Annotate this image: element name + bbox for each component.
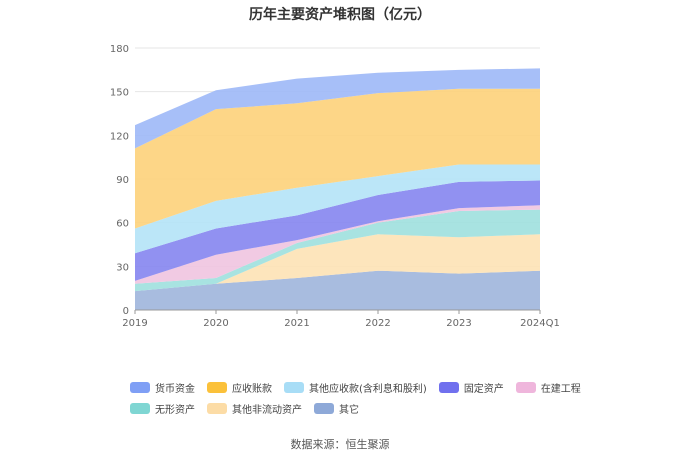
legend-swatch [130, 402, 150, 414]
area-其他非流动资产 [135, 234, 540, 292]
area-其它 [135, 270, 540, 310]
y-tick-label: 0 [123, 306, 129, 317]
legend-swatch [207, 381, 227, 393]
area-其他应收款(含利息和股利) [135, 164, 540, 254]
legend-swatch [130, 381, 150, 393]
x-tick-label: 2020 [203, 318, 228, 329]
legend-label: 其它 [339, 404, 359, 416]
legend-label: 货币资金 [155, 383, 195, 395]
legend-item[interactable]: 其他应收款(含利息和股利) [284, 380, 427, 395]
legend-swatch [438, 381, 459, 393]
legend-label: 应收账款 [232, 383, 272, 395]
legend-label: 其他应收款(含利息和股利) [309, 383, 427, 395]
area-固定资产 [135, 180, 540, 281]
legend-item[interactable]: 其他非流动资产 [207, 401, 302, 416]
legend-item[interactable]: 固定资产 [438, 380, 504, 395]
legend-swatch [207, 402, 227, 414]
x-tick-label: 2024Q1 [520, 318, 560, 329]
area-货币资金 [135, 68, 540, 149]
area-应收账款 [135, 88, 540, 229]
legend-swatch [284, 381, 304, 393]
y-tick-label: 150 [110, 88, 129, 99]
legend-item[interactable]: 无形资产 [130, 401, 195, 416]
chart-legend: 货币资金 应收账款 其他应收款(含利息和股利) 固定资产 在建工程 无形资产 其他非流动资… [130, 378, 581, 420]
x-tick-label: 2022 [365, 318, 390, 329]
y-tick-label: 90 [116, 175, 129, 186]
x-tick-label: 2021 [284, 318, 309, 329]
area-series [135, 68, 540, 310]
legend-row: 无形资产 其他非流动资产 其它 [130, 399, 570, 417]
legend-item[interactable]: 货币资金 [130, 380, 195, 395]
area-无形资产 [135, 209, 540, 292]
legend-item[interactable]: 在建工程 [515, 380, 581, 395]
legend-row: 货币资金 应收账款 其他应收款(含利息和股利) 固定资产 在建工程 [130, 378, 581, 396]
y-tick-label: 180 [110, 44, 129, 55]
x-tick-label: 2019 [122, 318, 147, 329]
legend-label: 无形资产 [155, 404, 195, 416]
axes: 0 30 60 90 120 150 180 2019 2020 2021 2022 2023 2024… [110, 44, 560, 329]
x-tick-label: 2023 [446, 318, 471, 329]
legend-item[interactable]: 应收账款 [207, 380, 272, 395]
legend-label: 固定资产 [463, 383, 504, 395]
area-在建工程 [135, 205, 540, 284]
legend-label: 其他非流动资产 [232, 404, 302, 416]
data-source-note: 数据来源：恒生聚源 [290, 438, 390, 451]
chart-title: 历年主要资产堆积图（亿元） [249, 7, 431, 23]
y-tick-label: 60 [116, 219, 129, 230]
y-tick-label: 30 [116, 262, 129, 273]
legend-item[interactable]: 其它 [314, 401, 359, 416]
legend-swatch [515, 381, 536, 393]
legend-label: 在建工程 [540, 383, 581, 395]
y-tick-label: 120 [110, 131, 129, 142]
legend-swatch [314, 402, 334, 414]
